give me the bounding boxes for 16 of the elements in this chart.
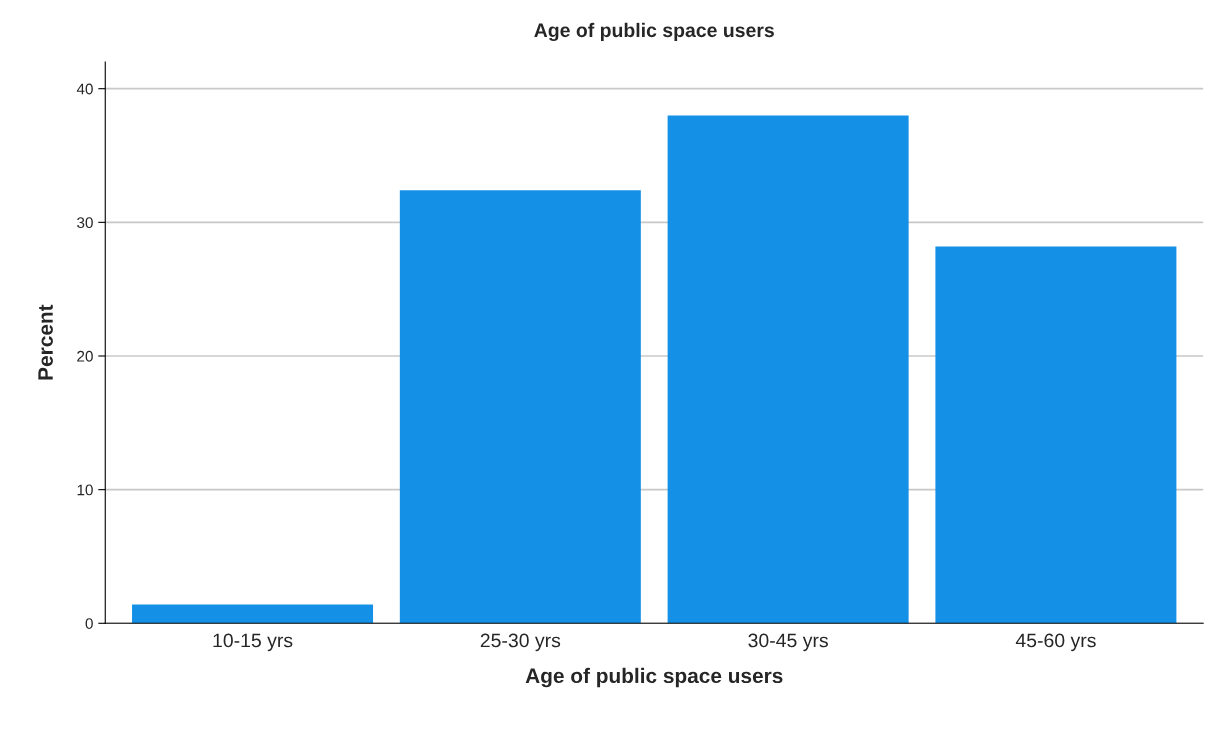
bar bbox=[399, 190, 641, 624]
y-tick-label: 10 bbox=[77, 484, 93, 496]
chart-title: Age of public space users bbox=[534, 22, 774, 42]
x-tick-label: 30-45 yrs bbox=[748, 633, 828, 652]
x-tick-label: 25-30 yrs bbox=[480, 633, 561, 652]
bar bbox=[667, 115, 909, 624]
bar bbox=[935, 246, 1177, 624]
x-tick-label: 10-15 yrs bbox=[213, 633, 293, 652]
x-axis-title: Age of public space users bbox=[525, 667, 783, 688]
y-tick-label: 20 bbox=[77, 350, 93, 362]
bar bbox=[132, 604, 374, 624]
y-axis-title: Percent bbox=[38, 304, 53, 380]
y-tick-label: 30 bbox=[77, 217, 93, 229]
y-tick-label: 0 bbox=[85, 618, 93, 629]
y-tick-label: 40 bbox=[76, 83, 93, 95]
x-tick-label: 45-60 yrs bbox=[1015, 633, 1096, 652]
